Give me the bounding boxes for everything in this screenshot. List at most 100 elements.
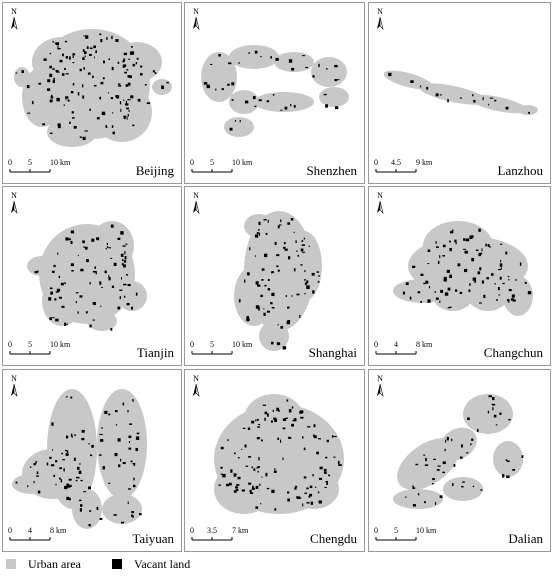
vacant-land: [104, 410, 108, 414]
vacant-land: [502, 282, 505, 285]
vacant-land: [440, 289, 443, 293]
vacant-land: [274, 241, 277, 245]
vacant-land: [233, 452, 236, 455]
vacant-land: [221, 88, 224, 91]
vacant-land: [113, 514, 117, 516]
vacant-land: [326, 439, 329, 443]
vacant-land: [291, 406, 294, 409]
scale-label: 8 km: [416, 340, 433, 349]
vacant-land: [246, 316, 249, 320]
vacant-land: [66, 496, 70, 501]
vacant-land: [51, 422, 54, 426]
vacant-land: [296, 250, 298, 252]
vacant-land: [100, 81, 104, 85]
map-panel: N 0 5 10 km Beijing: [2, 2, 182, 184]
vacant-land: [66, 483, 69, 487]
vacant-land: [101, 111, 106, 116]
vacant-land: [457, 263, 461, 267]
vacant-land: [129, 51, 134, 55]
vacant-land: [89, 47, 93, 50]
vacant-land: [436, 469, 440, 471]
vacant-land: [470, 443, 472, 446]
vacant-land: [303, 237, 306, 240]
vacant-land: [128, 488, 132, 490]
vacant-land: [493, 414, 497, 418]
vacant-land: [108, 276, 111, 281]
city-name: Lanzhou: [498, 163, 544, 178]
urban-area: [518, 105, 538, 115]
vacant-land: [115, 39, 119, 42]
urban-area: [224, 117, 254, 137]
vacant-land: [49, 52, 52, 55]
vacant-land: [474, 280, 477, 283]
legend-label: Urban area: [28, 557, 82, 571]
vacant-land: [499, 412, 502, 415]
vacant-land: [452, 483, 454, 487]
vacant-land: [275, 57, 279, 61]
vacant-land: [107, 92, 110, 94]
vacant-land: [132, 63, 136, 67]
urban-area: [72, 489, 102, 529]
vacant-land: [117, 438, 121, 442]
vacant-land: [261, 279, 264, 281]
urban-area: [97, 389, 147, 499]
vacant-land: [73, 457, 76, 461]
vacant-land: [472, 277, 477, 281]
vacant-land: [435, 297, 439, 300]
scale-label: 5: [28, 340, 32, 349]
vacant-land: [91, 444, 94, 448]
vacant-land: [82, 57, 85, 61]
vacant-land: [267, 219, 269, 223]
vacant-land: [410, 80, 414, 83]
vacant-land: [75, 301, 77, 304]
vacant-land: [64, 485, 68, 490]
vacant-land: [92, 319, 95, 321]
vacant-land: [512, 468, 516, 471]
vacant-land: [65, 396, 68, 398]
vacant-land: [57, 47, 61, 50]
vacant-land: [425, 280, 429, 284]
scale-label: 4.5: [391, 158, 401, 167]
vacant-land: [94, 266, 97, 269]
vacant-land: [312, 290, 315, 294]
vacant-land: [527, 291, 532, 295]
vacant-land: [325, 104, 328, 108]
vacant-land: [52, 40, 54, 43]
vacant-land: [475, 249, 479, 252]
vacant-land: [337, 460, 340, 465]
urban-area: [393, 489, 443, 509]
vacant-land: [459, 456, 463, 459]
vacant-land: [286, 399, 289, 402]
vacant-land: [227, 83, 230, 86]
vacant-land: [88, 524, 91, 527]
vacant-land: [505, 459, 508, 461]
vacant-land: [325, 480, 328, 483]
vacant-land: [317, 438, 322, 440]
vacant-land: [82, 240, 85, 244]
vacant-land: [508, 289, 512, 292]
vacant-land: [111, 285, 115, 288]
vacant-land: [263, 312, 266, 316]
vacant-land: [270, 302, 273, 305]
vacant-land: [57, 123, 61, 126]
vacant-land: [81, 429, 85, 433]
vacant-land: [256, 231, 259, 235]
scale-label: 0: [374, 158, 378, 167]
vacant-land: [432, 482, 434, 485]
vacant-land: [88, 443, 90, 445]
vacant-land: [449, 248, 452, 252]
vacant-land: [285, 295, 287, 297]
vacant-land: [261, 268, 265, 271]
vacant-land: [82, 49, 85, 52]
vacant-land: [294, 487, 297, 490]
vacant-land: [71, 435, 73, 438]
vacant-land: [288, 256, 291, 260]
urban-area: [22, 67, 62, 127]
vacant-land: [426, 86, 429, 90]
vacant-land: [42, 123, 46, 126]
vacant-land: [404, 496, 407, 498]
vacant-land: [122, 64, 126, 68]
vacant-land: [271, 420, 274, 423]
vacant-land: [253, 468, 256, 472]
vacant-land: [319, 477, 323, 480]
